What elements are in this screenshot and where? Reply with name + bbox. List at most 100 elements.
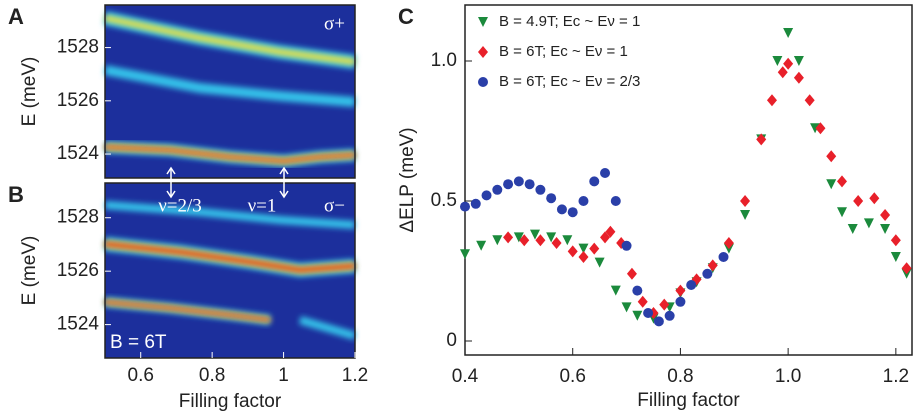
data-point bbox=[621, 302, 632, 313]
data-point bbox=[793, 56, 804, 66]
data-point bbox=[740, 210, 751, 220]
legend-label: B = 6T; Ec ~ Eν = 1 bbox=[499, 43, 628, 60]
panel-letter: A bbox=[8, 4, 24, 29]
data-point bbox=[610, 285, 621, 296]
y-tick-label: 0 bbox=[446, 330, 457, 351]
data-point bbox=[503, 231, 514, 244]
arrow-head bbox=[166, 190, 176, 199]
data-point bbox=[567, 207, 578, 218]
data-point bbox=[675, 296, 686, 307]
data-point bbox=[513, 176, 524, 187]
annotation: σ+ bbox=[324, 13, 345, 34]
data-point bbox=[686, 280, 697, 290]
data-point bbox=[853, 195, 864, 207]
y-axis-label: ΔELP (meV) bbox=[397, 127, 418, 232]
data-point bbox=[562, 235, 573, 246]
frame bbox=[104, 182, 356, 359]
data-point bbox=[556, 204, 567, 215]
arrow-head bbox=[279, 190, 289, 199]
data-point bbox=[578, 196, 589, 206]
data-point bbox=[492, 235, 503, 246]
data-point bbox=[793, 71, 804, 84]
data-point bbox=[702, 268, 713, 279]
data-point bbox=[513, 232, 524, 243]
annotation: ν=1 bbox=[248, 195, 277, 216]
data-point bbox=[815, 122, 826, 135]
spectral-band bbox=[104, 300, 271, 322]
data-point bbox=[481, 190, 492, 201]
data-point bbox=[546, 232, 557, 243]
data-point bbox=[707, 259, 718, 272]
data-point bbox=[659, 298, 670, 311]
x-tick-label: 0.8 bbox=[199, 365, 225, 386]
y-tick-label: 1524 bbox=[57, 143, 100, 164]
frame bbox=[104, 4, 356, 179]
data-point bbox=[826, 150, 837, 163]
data-point bbox=[772, 56, 783, 66]
y-tick-label: 1.0 bbox=[431, 50, 457, 71]
data-point bbox=[535, 234, 546, 247]
spectral-band bbox=[104, 65, 356, 107]
data-point bbox=[901, 262, 912, 275]
data-point bbox=[890, 252, 901, 262]
y-axis-label: E (meV) bbox=[19, 236, 40, 306]
x-tick-label: 1 bbox=[278, 365, 289, 386]
data-point bbox=[535, 184, 546, 195]
spectral-band bbox=[104, 145, 356, 163]
y-tick-label: 1526 bbox=[57, 260, 99, 281]
x-tick-label: 0.6 bbox=[128, 365, 154, 386]
data-point bbox=[869, 192, 880, 205]
data-point bbox=[530, 229, 541, 240]
data-point bbox=[578, 243, 589, 254]
data-point bbox=[594, 257, 605, 268]
data-point bbox=[890, 234, 901, 247]
data-point bbox=[863, 218, 874, 229]
arrow-head bbox=[279, 166, 289, 175]
data-point bbox=[460, 249, 470, 260]
x-tick-label: 1.2 bbox=[883, 366, 909, 387]
data-point bbox=[551, 237, 562, 249]
data-point bbox=[718, 252, 729, 262]
data-point bbox=[626, 267, 637, 280]
data-point bbox=[589, 176, 600, 187]
y-tick-label: 0.5 bbox=[431, 190, 457, 211]
data-point bbox=[740, 195, 751, 207]
spectral-band bbox=[104, 242, 356, 273]
x-tick-label: 0.4 bbox=[452, 366, 479, 387]
data-point bbox=[766, 94, 777, 107]
data-point bbox=[756, 133, 767, 146]
data-point bbox=[664, 310, 675, 321]
heatmap bbox=[104, 183, 357, 358]
data-point bbox=[605, 225, 616, 238]
data-point bbox=[637, 295, 648, 308]
data-point bbox=[880, 224, 891, 234]
data-point bbox=[600, 231, 611, 244]
data-point bbox=[643, 308, 654, 318]
y-tick-label: 1524 bbox=[57, 314, 100, 335]
legend-marker bbox=[478, 17, 488, 27]
data-point bbox=[470, 198, 481, 209]
data-point bbox=[519, 234, 530, 247]
data-point bbox=[621, 240, 632, 251]
legend-label: B = 4.9T; Ec ~ Eν = 1 bbox=[499, 13, 640, 30]
data-point bbox=[632, 310, 643, 321]
data-point bbox=[723, 237, 734, 249]
panel-letter: C bbox=[398, 4, 414, 29]
data-point bbox=[653, 316, 664, 327]
legend-label: B = 6T; Ec ~ Eν = 2/3 bbox=[499, 73, 640, 90]
data-point bbox=[492, 184, 503, 195]
x-axis-label: Filling factor bbox=[637, 390, 740, 411]
data-point bbox=[783, 57, 794, 70]
legend-marker bbox=[478, 46, 488, 58]
annotation: B = 6T bbox=[110, 332, 167, 353]
data-point bbox=[503, 179, 514, 190]
y-tick-label: 1526 bbox=[57, 90, 99, 111]
data-point bbox=[632, 285, 643, 296]
data-point bbox=[524, 179, 535, 190]
spectral-band bbox=[298, 316, 357, 340]
spectral-band bbox=[104, 201, 356, 229]
annotation: ν=2/3 bbox=[158, 195, 202, 216]
frame bbox=[464, 4, 913, 356]
data-point bbox=[826, 179, 837, 190]
